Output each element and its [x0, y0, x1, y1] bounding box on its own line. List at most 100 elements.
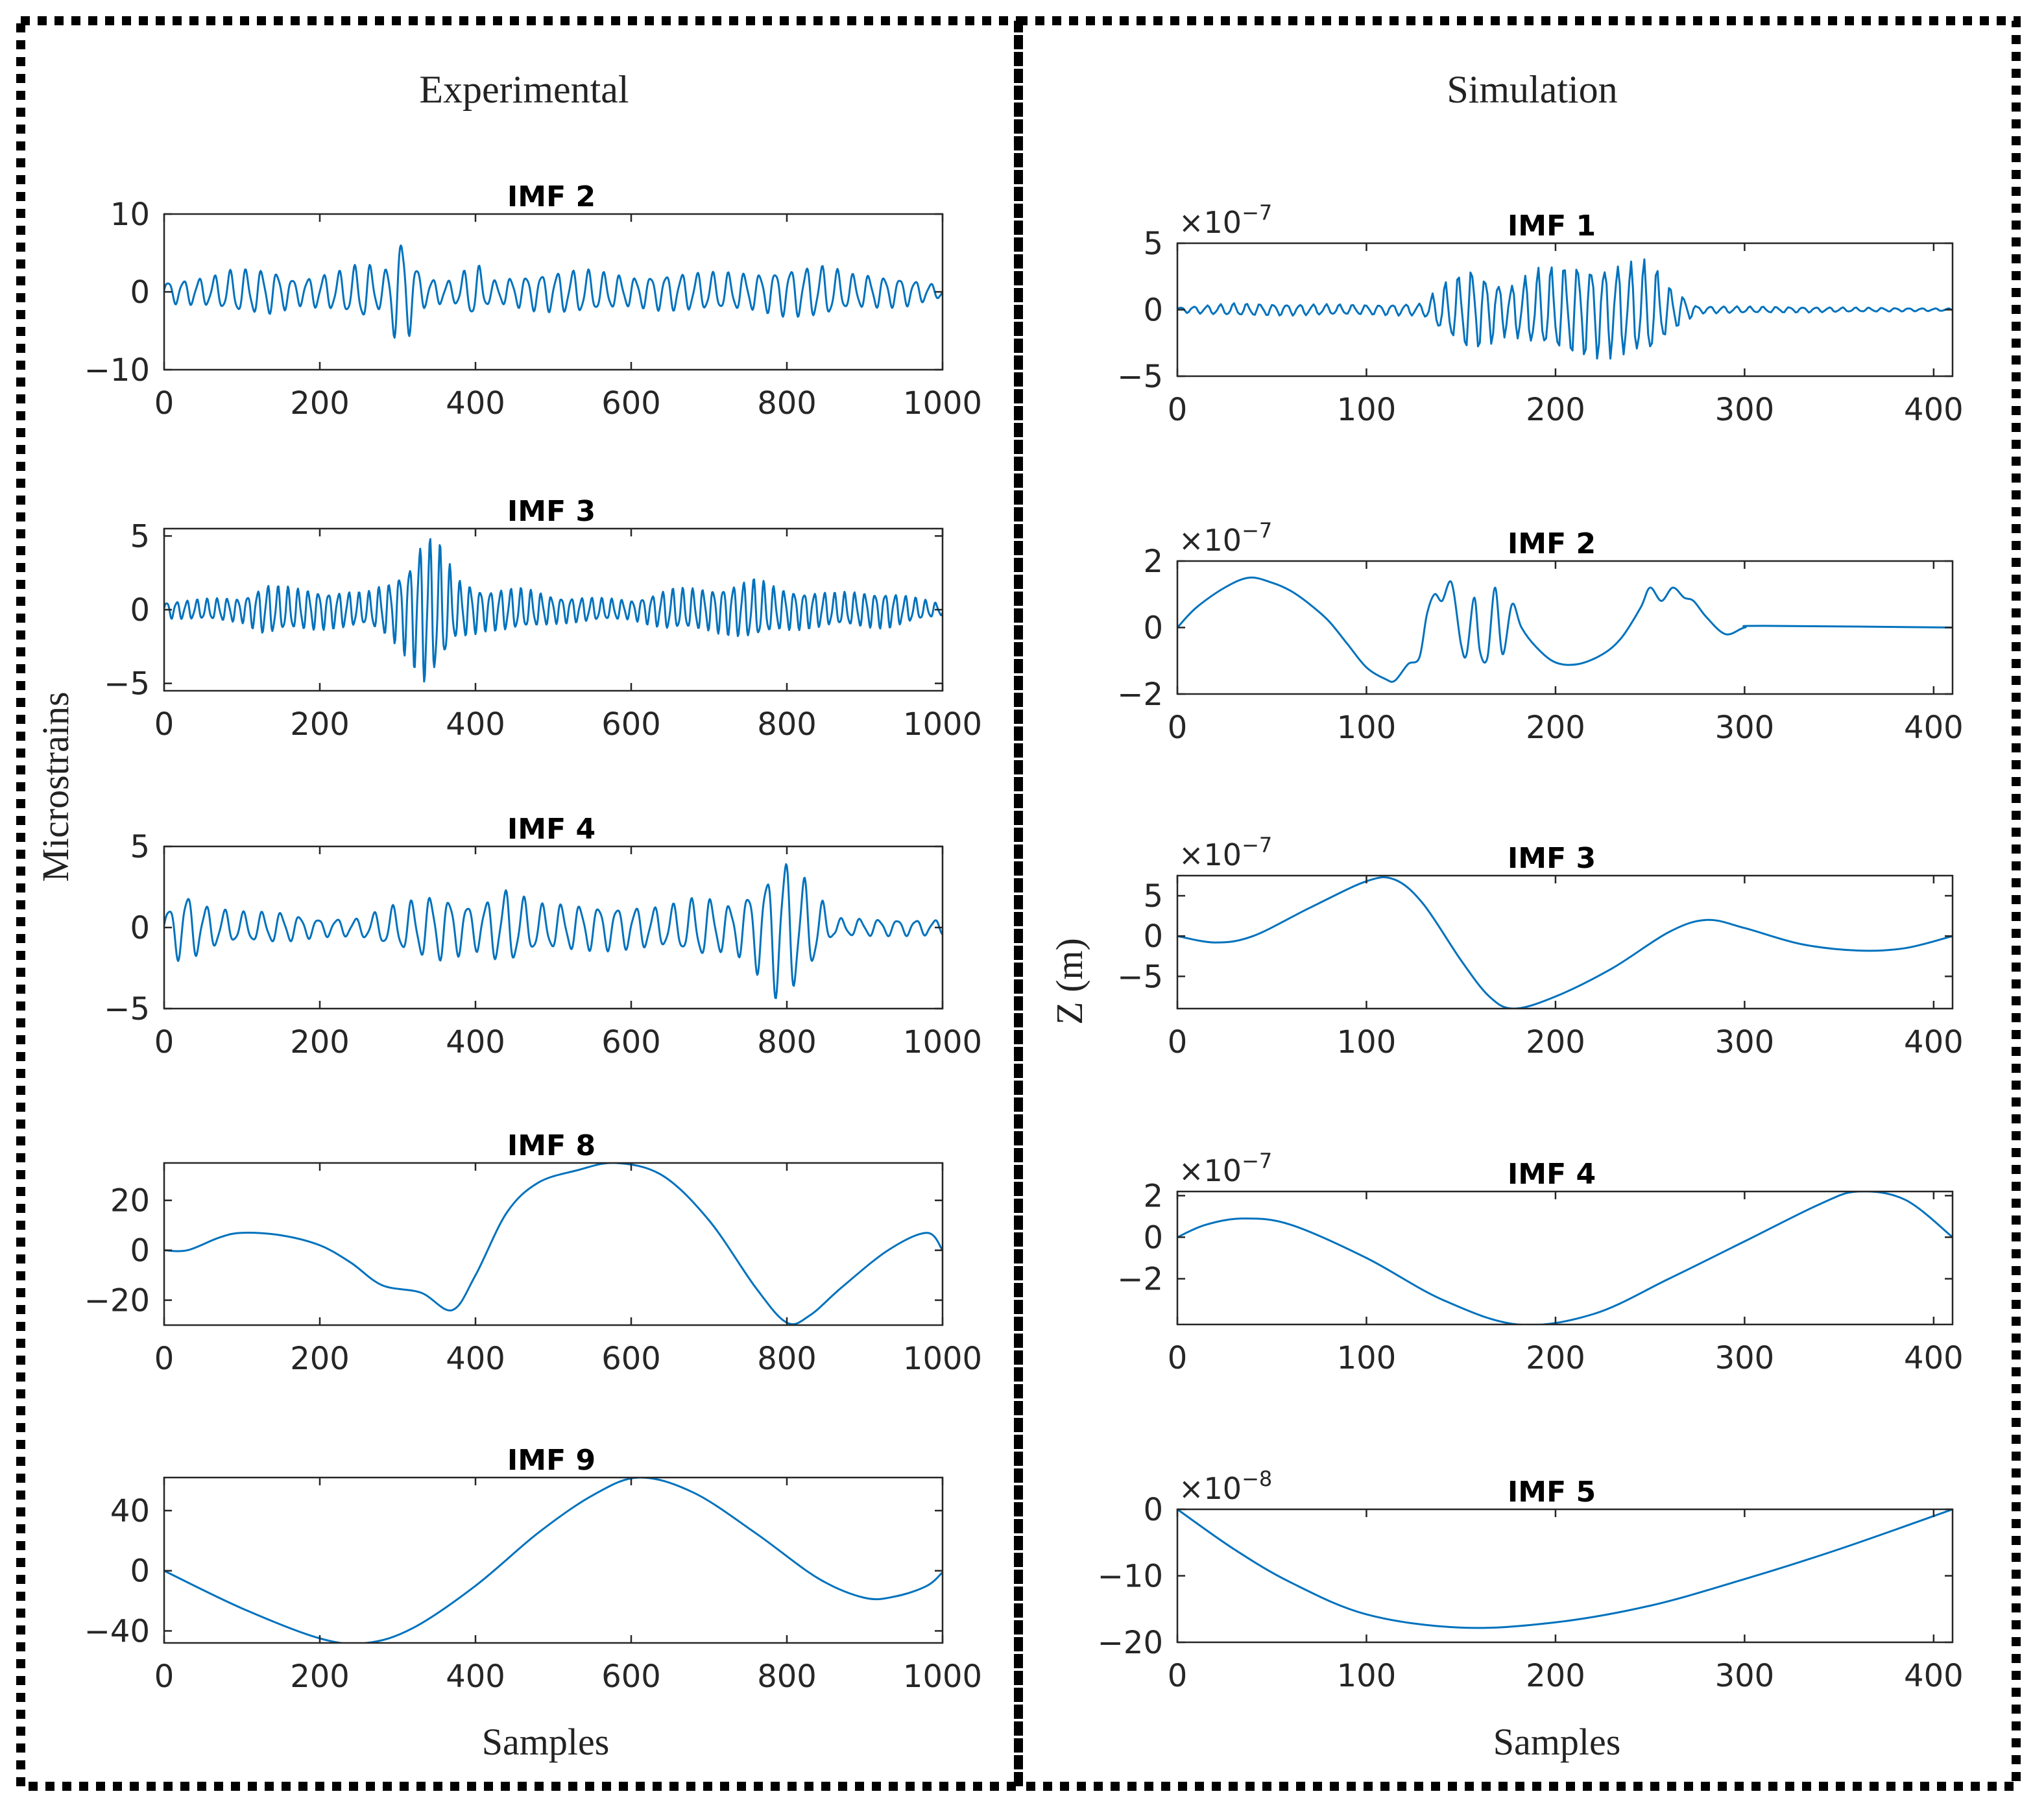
simulation-imf1-ytick-label: 0: [1143, 293, 1163, 329]
experimental-imf9-axes-frame: [163, 1476, 944, 1644]
simulation-imf1-exponent-base: ×10: [1179, 205, 1242, 240]
simulation-imf4-xtick-label: 300: [1715, 1340, 1775, 1376]
experimental-imf4-xtick-label: 200: [290, 1024, 350, 1060]
simulation-imf3-xtick-label: 300: [1715, 1024, 1775, 1060]
experimental-imf9-ytick-label: −40: [84, 1613, 150, 1649]
experimental-imf9-xtick-label: 200: [290, 1658, 350, 1695]
simulation-imf2-series-line: [1177, 576, 1953, 683]
simulation-imf3-ytick-label: 0: [1143, 918, 1163, 955]
experimental-imf8-series-line: [164, 1163, 943, 1325]
simulation-imf4-xtick-label: 0: [1168, 1340, 1188, 1376]
simulation-imf3-exponent-label: ×10−7: [1179, 833, 1272, 872]
experimental-imf2-xtick-label: 200: [290, 385, 350, 422]
experimental-imf2-ytick-label: 0: [130, 274, 150, 311]
simulation-imf1-ytick-label: 5: [1143, 226, 1163, 262]
simulation-imf2-xtick-label: 300: [1715, 710, 1775, 746]
experimental-imf8-ytick-label: 0: [130, 1233, 150, 1269]
experimental-imf3-ytick-label: 0: [130, 592, 150, 629]
simulation-imf5-xtick-label: 200: [1526, 1658, 1585, 1694]
experimental-imf4-ytick-label: 0: [130, 910, 150, 946]
simulation-imf4-ytick-label: 0: [1143, 1219, 1163, 1256]
simulation-imf3-xtick-label: 0: [1168, 1024, 1188, 1060]
experimental-imf8-ytick-label: −20: [84, 1283, 150, 1319]
simulation-imf3-xtick-label: 200: [1526, 1024, 1585, 1060]
simulation-imf3-ytick-label: 5: [1143, 878, 1163, 915]
simulation-panel-border: [1014, 16, 2021, 1791]
simulation-title: Simulation: [1447, 68, 1617, 111]
simulation-imf4-xtick-label: 100: [1337, 1340, 1397, 1376]
simulation-imf3-exponent-base: ×10: [1179, 837, 1242, 872]
simulation-imf2-exponent-power: −7: [1242, 518, 1272, 543]
simulation-imf4-exponent-base: ×10: [1179, 1153, 1242, 1188]
experimental-imf3-title: IMF 3: [507, 495, 595, 528]
experimental-imf2-xtick-label: 1000: [903, 385, 982, 422]
simulation-imf3-series-line: [1177, 876, 1953, 1009]
experimental-imf4-xtick-label: 0: [154, 1024, 174, 1060]
simulation-imf2-xtick-label: 100: [1337, 710, 1397, 746]
simulation-imf2-exponent-base: ×10: [1179, 523, 1242, 558]
simulation-imf1-series-line: [1177, 258, 1953, 360]
simulation-imf4-series-line: [1177, 1191, 1953, 1324]
experimental-imf8-title: IMF 8: [507, 1129, 595, 1162]
experimental-imf2-xtick-label: 800: [757, 385, 817, 422]
simulation-imf1-axes-frame: [1176, 242, 1954, 377]
experimental-imf4-xtick-label: 600: [601, 1024, 661, 1060]
simulation-imf1-xtick-label: 400: [1904, 392, 1964, 428]
experimental-imf2-ytick-label: −10: [84, 352, 150, 389]
simulation-imf2-xtick-label: 400: [1904, 710, 1964, 746]
simulation-imf5-xtick-label: 400: [1904, 1658, 1964, 1694]
experimental-imf8-axes-frame: [163, 1162, 944, 1326]
simulation-imf1-xtick-label: 200: [1526, 392, 1585, 428]
simulation-imf3-axes-frame: [1176, 874, 1954, 1010]
simulation-imf1-exponent-power: −7: [1242, 200, 1272, 225]
simulation-imf2-title: IMF 2: [1508, 527, 1596, 560]
experimental-imf8-xtick-label: 800: [757, 1341, 817, 1377]
experimental-imf3-xtick-label: 600: [601, 706, 661, 743]
experimental-imf9-xtick-label: 600: [601, 1658, 661, 1695]
simulation-imf4-ytick-label: 2: [1143, 1178, 1163, 1214]
experimental-imf3-series-line: [164, 538, 943, 683]
experimental-imf3-xtick-label: 1000: [903, 706, 982, 743]
experimental-imf8-xtick-label: 400: [446, 1341, 505, 1377]
experimental-imf9-xtick-label: 0: [154, 1658, 174, 1695]
experimental-imf8-ytick-label: 20: [110, 1183, 150, 1219]
experimental-imf8-xtick-label: 200: [290, 1341, 350, 1377]
simulation-imf5-exponent-base: ×10: [1179, 1471, 1242, 1506]
experimental-imf8-xtick-label: 1000: [903, 1341, 982, 1377]
experimental-imf4-ytick-label: −5: [104, 991, 150, 1027]
experimental-imf3-xtick-label: 800: [757, 706, 817, 743]
simulation-imf1-ytick-label: −5: [1117, 359, 1163, 395]
experimental-title: Experimental: [419, 68, 629, 111]
simulation-imf5-exponent-power: −8: [1242, 1467, 1272, 1491]
simulation-imf3-xtick-label: 400: [1904, 1024, 1964, 1060]
experimental-imf4-series-line: [164, 863, 943, 1000]
simulation-imf3-exponent-power: −7: [1242, 833, 1272, 857]
experimental-y-axis-label: Microstrains: [34, 691, 77, 881]
simulation-imf3-ytick-label: −5: [1117, 959, 1163, 995]
simulation-imf1-xtick-label: 0: [1168, 392, 1188, 428]
simulation-imf4-exponent-label: ×10−7: [1179, 1149, 1272, 1188]
experimental-imf8-xtick-label: 600: [601, 1341, 661, 1377]
experimental-imf2-series-line: [164, 244, 943, 339]
simulation-imf4-xtick-label: 400: [1904, 1340, 1964, 1376]
experimental-x-axis-label: Samples: [482, 1721, 610, 1763]
experimental-imf2-ytick-label: 10: [110, 197, 150, 233]
experimental-imf4-xtick-label: 800: [757, 1024, 817, 1060]
experimental-imf4-ytick-label: 5: [130, 829, 150, 865]
experimental-imf9-ytick-label: 0: [130, 1553, 150, 1590]
simulation-imf2-xtick-label: 0: [1168, 710, 1188, 746]
experimental-imf3-xtick-label: 200: [290, 706, 350, 743]
simulation-imf5-ytick-label: −10: [1098, 1559, 1163, 1595]
simulation-imf1-xtick-label: 100: [1337, 392, 1397, 428]
simulation-imf5-xtick-label: 100: [1337, 1658, 1397, 1694]
simulation-y-axis-label: Z (m): [1048, 938, 1090, 1025]
experimental-imf4-title: IMF 4: [507, 813, 595, 846]
experimental-imf9-xtick-label: 800: [757, 1658, 817, 1695]
